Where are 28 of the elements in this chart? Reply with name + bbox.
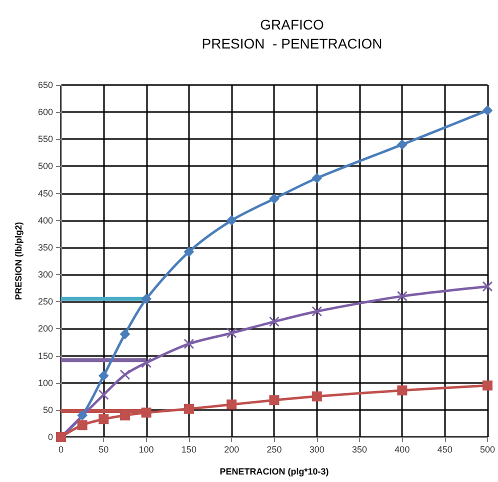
y-axis-title: PRESION (lb/plg2)	[14, 222, 24, 300]
y-tick-label: 250	[38, 296, 53, 307]
y-tick-label: 200	[38, 324, 53, 334]
x-tick-label: 400	[394, 444, 410, 454]
x-tick-label: 50	[98, 444, 109, 454]
y-tick-label: 50	[42, 404, 53, 415]
x-tick-label: 350	[352, 444, 368, 454]
y-tick-label: 350	[38, 242, 53, 252]
chart-title: GRAFICO PRESION - PENETRACION	[202, 16, 382, 52]
y-tick-label: 400	[38, 215, 53, 226]
y-tick-label: 650	[38, 80, 53, 90]
x-tick-label: 200	[224, 444, 240, 454]
x-tick-label: 100	[138, 444, 154, 454]
y-tick-label: 600	[38, 107, 53, 118]
x-tick-label: 500	[480, 444, 496, 454]
x-tick-label: 150	[181, 444, 196, 454]
x-axis-title: PENETRACION (plg*10-3)	[220, 466, 329, 476]
x-tick-label: 300	[309, 444, 324, 454]
y-tick-label: 150	[38, 350, 53, 361]
y-tick-label: 550	[38, 134, 53, 144]
y-tick-label: 300	[38, 270, 53, 280]
y-tick-label: 500	[38, 161, 53, 172]
x-tick-label: 450	[437, 444, 452, 454]
x-tick-label: 250	[266, 444, 282, 454]
y-tick-label: 0	[48, 432, 53, 442]
y-tick-label: 100	[38, 378, 53, 388]
x-tick-label: 0	[58, 444, 64, 454]
y-tick-label: 450	[38, 188, 53, 198]
